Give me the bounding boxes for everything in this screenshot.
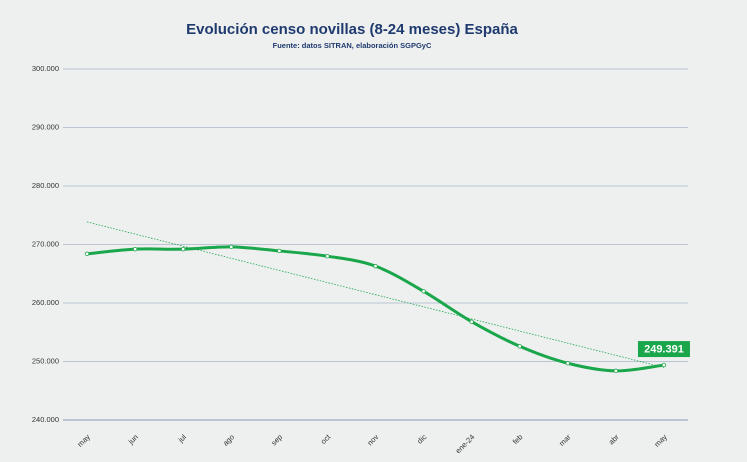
y-tick-label: 280.000 [32, 181, 59, 190]
y-tick-label: 270.000 [32, 239, 59, 248]
point [517, 344, 522, 349]
point [229, 244, 234, 250]
point [180, 246, 186, 252]
data-label-box [637, 341, 690, 358]
y-tick-label: 250.000 [32, 356, 59, 365]
point [565, 361, 571, 366]
point [421, 289, 426, 294]
point [469, 319, 474, 324]
point [132, 246, 138, 252]
data-label: 249.391 [644, 343, 684, 355]
point [277, 248, 282, 254]
point [325, 254, 330, 259]
y-tick-label: 290.000 [32, 122, 59, 131]
point [84, 251, 90, 257]
point [661, 362, 667, 368]
y-tick-label: 300.000 [32, 64, 59, 73]
trendline [86, 221, 665, 368]
y-tick-label: 260.000 [32, 298, 59, 307]
y-tick-label: 240.000 [32, 415, 59, 424]
point [613, 368, 619, 374]
chart-title: Evolución censo novillas (8-24 meses) Es… [186, 21, 518, 38]
chart-subtitle: Fuente: datos SITRAN, elaboración SGPGyC [273, 41, 432, 50]
point [373, 263, 378, 269]
